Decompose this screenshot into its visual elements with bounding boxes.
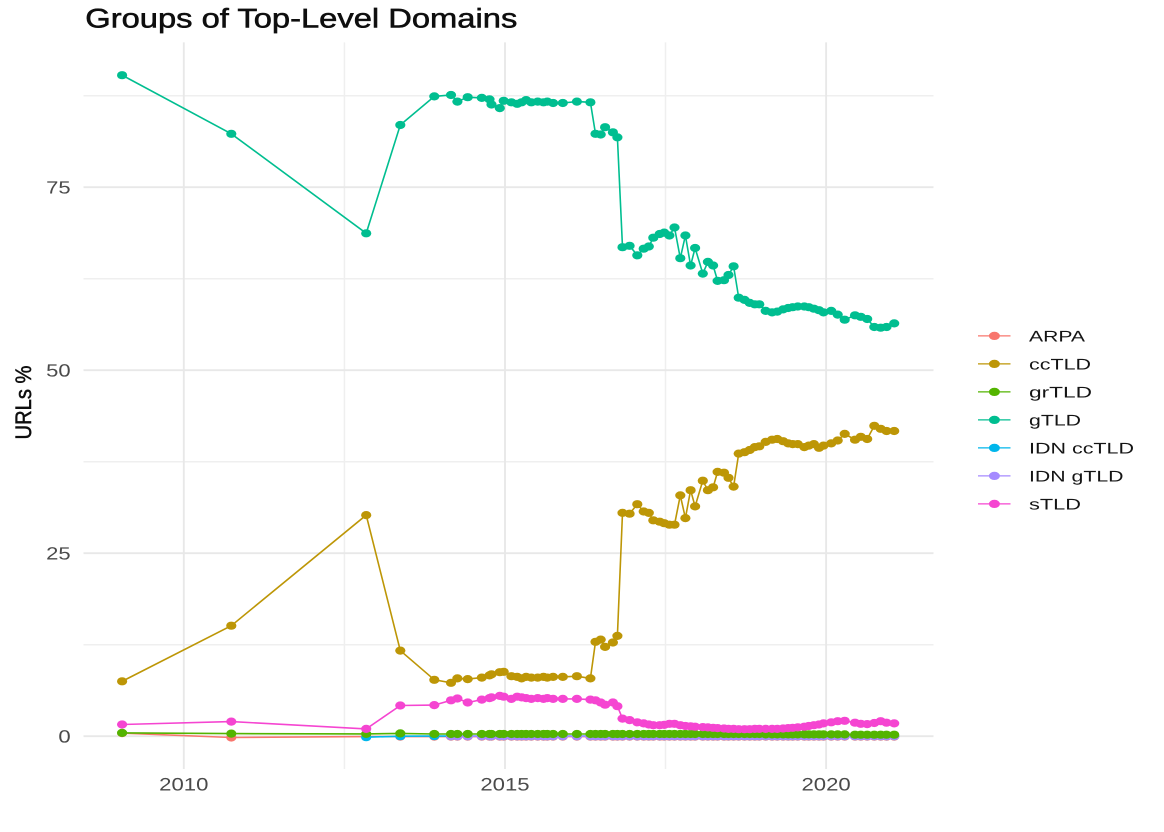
svg-text:sTLD: sTLD: [1029, 496, 1081, 513]
svg-text:Groups of Top-Level Domains: Groups of Top-Level Domains: [85, 3, 517, 33]
svg-text:2015: 2015: [480, 775, 529, 795]
svg-text:URLs %: URLs %: [11, 366, 36, 440]
svg-text:2020: 2020: [802, 775, 851, 795]
svg-text:IDN ccTLD: IDN ccTLD: [1029, 440, 1134, 457]
svg-text:50: 50: [46, 361, 71, 381]
svg-text:ARPA: ARPA: [1029, 328, 1086, 345]
svg-text:25: 25: [46, 544, 71, 564]
svg-text:ccTLD: ccTLD: [1029, 356, 1091, 373]
svg-text:gTLD: gTLD: [1029, 412, 1081, 429]
svg-text:75: 75: [46, 178, 71, 198]
svg-text:grTLD: grTLD: [1029, 384, 1092, 401]
svg-text:0: 0: [58, 727, 70, 747]
svg-text:2010: 2010: [159, 775, 208, 795]
svg-text:IDN gTLD: IDN gTLD: [1029, 468, 1124, 485]
